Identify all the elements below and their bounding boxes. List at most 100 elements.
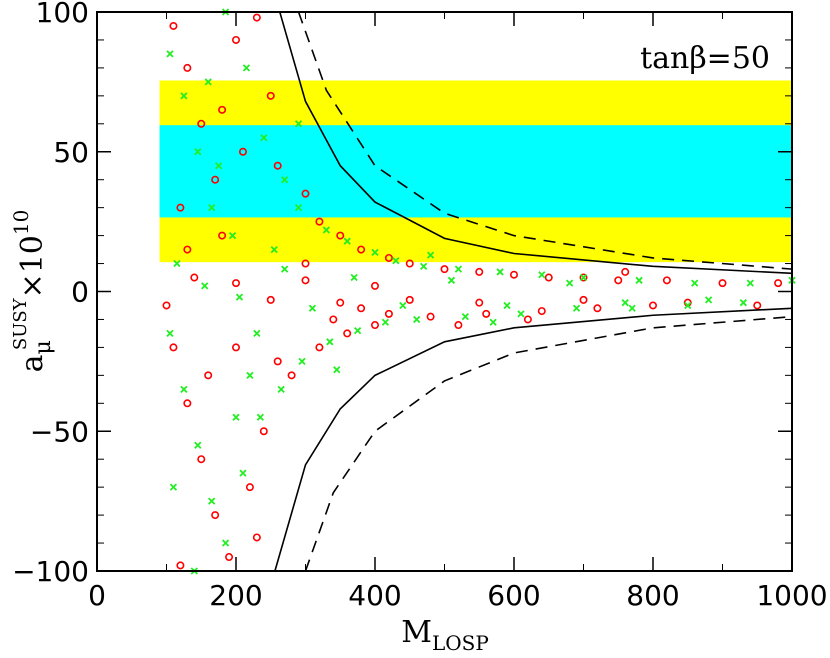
point	[173, 259, 181, 268]
point	[322, 226, 330, 234]
curve	[297, 11, 793, 270]
point	[704, 296, 713, 304]
point	[208, 204, 216, 212]
point	[426, 312, 435, 321]
point	[190, 273, 199, 282]
point	[496, 268, 504, 276]
point	[684, 301, 692, 310]
point	[176, 561, 185, 570]
point	[238, 147, 247, 156]
point	[252, 13, 261, 22]
point	[538, 271, 546, 279]
point	[252, 533, 261, 542]
point	[662, 276, 671, 285]
point	[183, 63, 192, 72]
point	[281, 176, 289, 184]
point	[523, 315, 532, 324]
point	[392, 257, 400, 265]
point	[628, 304, 636, 312]
point	[214, 162, 223, 170]
point	[426, 251, 435, 259]
point	[201, 282, 209, 290]
point	[413, 315, 421, 324]
point	[301, 276, 310, 285]
point	[384, 253, 393, 262]
point	[517, 310, 525, 318]
point	[281, 265, 289, 273]
point	[614, 276, 623, 285]
curve	[274, 307, 793, 572]
point	[739, 299, 747, 307]
annotation: tanβ=50	[640, 41, 770, 76]
point	[166, 329, 174, 338]
point	[162, 301, 171, 310]
point	[273, 357, 282, 366]
point	[176, 203, 185, 212]
point	[208, 497, 216, 505]
point	[228, 231, 237, 240]
point	[370, 281, 379, 290]
point	[746, 279, 754, 287]
point	[343, 329, 352, 338]
point	[194, 148, 202, 156]
point	[256, 413, 264, 421]
point	[197, 119, 206, 128]
point	[718, 279, 727, 288]
point	[232, 413, 240, 421]
point	[315, 217, 324, 226]
point	[301, 189, 310, 198]
point	[169, 21, 178, 30]
point	[298, 357, 306, 366]
point	[454, 321, 463, 330]
y-tick-label: −50	[30, 415, 89, 448]
point	[399, 301, 407, 310]
point	[635, 276, 643, 284]
point	[235, 293, 244, 301]
point	[357, 304, 366, 313]
x-label-sub: LOSP	[432, 631, 489, 654]
point	[180, 92, 188, 100]
band	[159, 125, 793, 218]
point	[537, 307, 546, 316]
point	[253, 329, 261, 338]
point	[333, 366, 341, 374]
y-label-sup: SUSY	[10, 297, 31, 350]
point	[218, 231, 227, 240]
y-label-sub: μ	[31, 340, 56, 354]
point	[183, 399, 192, 408]
point	[691, 279, 699, 287]
point	[572, 304, 581, 312]
point	[370, 321, 379, 330]
point	[294, 120, 303, 128]
point	[509, 270, 518, 279]
point	[503, 301, 511, 310]
point	[266, 91, 275, 100]
point	[753, 301, 762, 310]
point	[454, 265, 463, 273]
point	[353, 326, 362, 335]
point	[447, 276, 456, 284]
point	[329, 315, 338, 324]
y-axis-label: aμSUSY×1010	[9, 210, 56, 373]
point	[420, 262, 428, 270]
x-tick-label: 1000	[756, 579, 827, 612]
point	[270, 245, 278, 254]
point	[266, 295, 275, 304]
point	[357, 245, 366, 254]
point	[405, 295, 414, 304]
point	[287, 371, 296, 380]
point	[211, 175, 220, 184]
y-tick-label: 50	[53, 136, 89, 169]
point	[384, 309, 393, 318]
point	[343, 237, 351, 245]
point	[204, 78, 212, 86]
x-tick-label: 0	[88, 579, 106, 612]
point	[242, 64, 251, 72]
x-tick-label: 800	[626, 579, 679, 612]
y-label-base: a	[15, 354, 50, 372]
point	[245, 483, 254, 492]
point	[169, 343, 178, 352]
point	[277, 385, 285, 393]
curve	[279, 11, 793, 275]
